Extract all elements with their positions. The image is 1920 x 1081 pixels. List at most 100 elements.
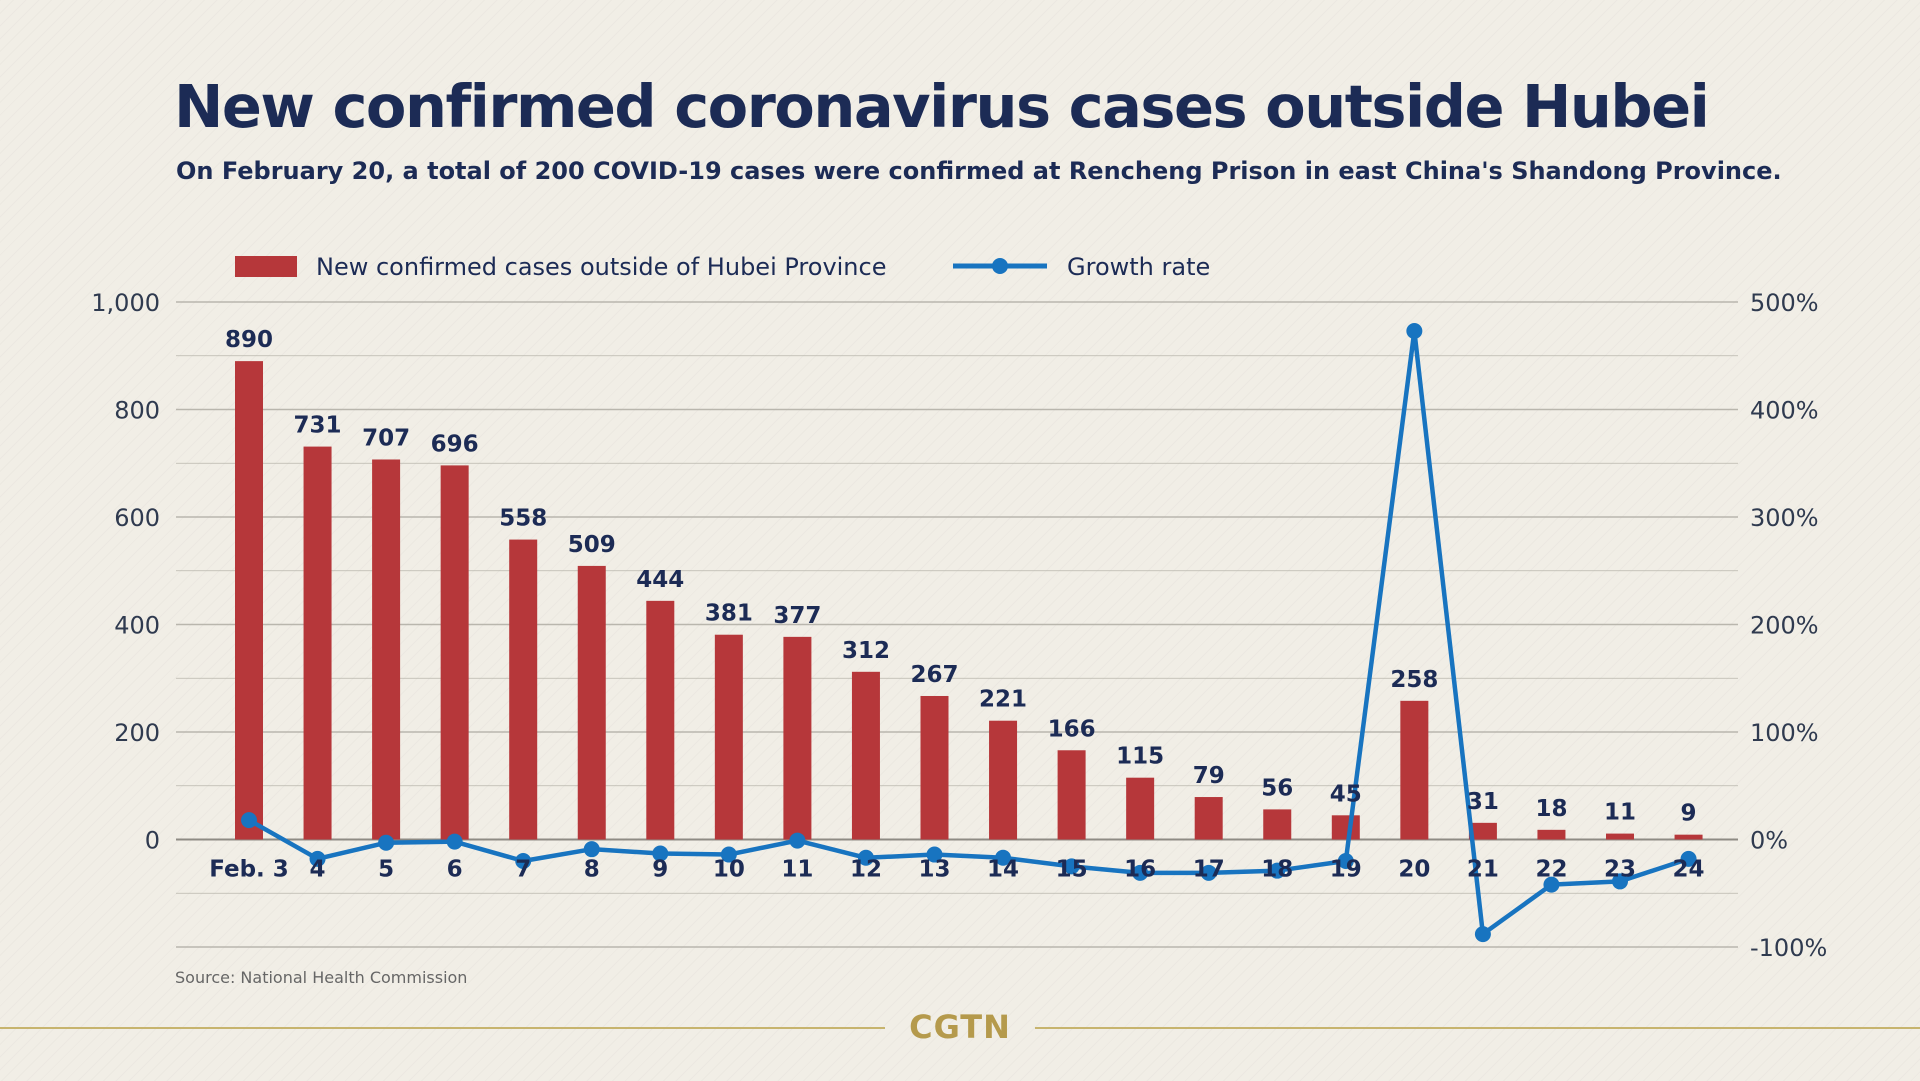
x-axis-tick-label: 8 bbox=[584, 857, 600, 883]
bar-value-label: 267 bbox=[910, 662, 958, 688]
bar bbox=[1537, 829, 1566, 840]
bar bbox=[1606, 833, 1634, 840]
left-axis-tick-label: 400 bbox=[114, 612, 160, 640]
x-axis-tick-label: 6 bbox=[447, 857, 463, 883]
x-axis-tick-label: 15 bbox=[1056, 857, 1088, 883]
growth-rate-point bbox=[583, 841, 600, 858]
bar-value-label: 166 bbox=[1048, 716, 1096, 742]
x-axis-tick-label: 23 bbox=[1604, 857, 1636, 883]
growth-rate-point bbox=[720, 846, 737, 863]
right-axis-tick-label: 100% bbox=[1750, 719, 1819, 747]
axes: 0 200 400 600 800 1,000 -100% 0% 100% 200% 300% 400… bbox=[91, 289, 1827, 962]
growth-rate-point bbox=[857, 849, 874, 866]
x-axis-tick-label: 19 bbox=[1330, 857, 1362, 883]
brand-logo: CGTN bbox=[909, 1008, 1011, 1046]
bar bbox=[714, 634, 743, 840]
growth-rate-point bbox=[652, 845, 669, 862]
bar-value-label: 18 bbox=[1535, 796, 1567, 822]
right-axis-tick-label: -100% bbox=[1750, 934, 1827, 962]
legend-swatch-bar bbox=[235, 256, 297, 277]
growth-rate-point bbox=[1406, 323, 1423, 340]
growth-rate-point bbox=[1680, 850, 1697, 867]
legend-label-bar: New confirmed cases outside of Hubei Pro… bbox=[316, 253, 886, 281]
bar-value-label: 444 bbox=[636, 567, 684, 593]
bar-value-label: 11 bbox=[1604, 800, 1636, 826]
left-axis-tick-label: 800 bbox=[114, 397, 160, 425]
x-axis-tick-label: 4 bbox=[310, 857, 326, 883]
right-axis-tick-label: 200% bbox=[1750, 612, 1819, 640]
x-axis-tick-label: 22 bbox=[1535, 857, 1567, 883]
bar-series bbox=[235, 361, 1703, 840]
bar bbox=[783, 636, 812, 840]
x-axis-tick-label: 5 bbox=[378, 857, 394, 883]
bar bbox=[1331, 815, 1360, 840]
bar-value-label: 115 bbox=[1116, 744, 1164, 770]
grid-lines bbox=[176, 301, 1738, 948]
growth-rate-point bbox=[926, 846, 943, 863]
growth-rate-point bbox=[1132, 864, 1149, 881]
chart-subtitle: On February 20, a total of 200 COVID-19 … bbox=[176, 157, 1782, 185]
bar-value-label: 45 bbox=[1330, 781, 1362, 807]
bar bbox=[509, 539, 538, 840]
growth-rate-point bbox=[1200, 864, 1217, 881]
growth-rate-point bbox=[1269, 862, 1286, 879]
bar-value-label: 381 bbox=[705, 601, 753, 627]
x-axis-tick-label: 21 bbox=[1467, 857, 1499, 883]
left-axis-tick-label: 600 bbox=[114, 504, 160, 532]
x-axis-tick-label: 18 bbox=[1261, 857, 1293, 883]
x-axis-tick-label: 12 bbox=[850, 857, 882, 883]
x-axis-tick-label: 10 bbox=[713, 857, 745, 883]
legend: New confirmed cases outside of Hubei Pro… bbox=[235, 253, 1210, 281]
bar-value-label: 707 bbox=[362, 425, 410, 451]
bar bbox=[1263, 809, 1292, 840]
growth-rate-point bbox=[789, 832, 806, 849]
bar-value-label: 56 bbox=[1261, 775, 1293, 801]
x-axis-tick-label: 14 bbox=[987, 857, 1019, 883]
bar-value-label: 9 bbox=[1681, 801, 1697, 827]
bar bbox=[851, 671, 880, 840]
growth-rate-point bbox=[995, 849, 1012, 866]
chart-title: New confirmed coronavirus cases outside … bbox=[174, 72, 1710, 141]
footer-rule-right bbox=[1035, 1027, 1920, 1029]
source-note: Source: National Health Commission bbox=[175, 968, 468, 987]
bar-value-label: 731 bbox=[294, 413, 342, 439]
growth-rate-point bbox=[1474, 926, 1491, 943]
bar bbox=[1057, 750, 1086, 840]
bar-value-label: 312 bbox=[842, 638, 890, 664]
x-axis-tick-label: 11 bbox=[781, 857, 813, 883]
bar-value-label: 258 bbox=[1390, 667, 1438, 693]
x-axis-tick-label: 16 bbox=[1124, 857, 1156, 883]
x-axis-tick-label: 24 bbox=[1673, 857, 1705, 883]
bar bbox=[577, 565, 606, 840]
x-axis-tick-label: 9 bbox=[652, 857, 668, 883]
x-axis-tick-label: 17 bbox=[1193, 857, 1225, 883]
bar bbox=[1194, 797, 1223, 840]
bar bbox=[235, 361, 263, 840]
right-axis-tick-label: 500% bbox=[1750, 289, 1819, 317]
legend-swatch-point bbox=[992, 258, 1008, 274]
right-axis-tick-label: 300% bbox=[1750, 504, 1819, 532]
growth-rate-point bbox=[446, 833, 463, 850]
growth-rate-point bbox=[378, 834, 395, 851]
bar bbox=[1468, 822, 1497, 840]
growth-rate-point bbox=[1612, 873, 1628, 890]
x-axis-tick-label: 7 bbox=[515, 857, 531, 883]
bar bbox=[303, 446, 332, 840]
left-axis-tick-label: 1,000 bbox=[91, 289, 160, 317]
bar bbox=[1400, 700, 1429, 840]
bar bbox=[920, 695, 949, 840]
right-axis-tick-label: 0% bbox=[1750, 827, 1788, 855]
footer-rule-left bbox=[0, 1027, 885, 1029]
right-axis-tick-label: 400% bbox=[1750, 397, 1819, 425]
x-axis-tick-label: 13 bbox=[918, 857, 950, 883]
bar-value-label: 558 bbox=[499, 506, 547, 532]
bar bbox=[1674, 834, 1703, 840]
left-axis-tick-label: 200 bbox=[114, 719, 160, 747]
growth-rate-point bbox=[1063, 858, 1080, 875]
growth-rate-point bbox=[241, 812, 257, 829]
growth-rate-point bbox=[1543, 876, 1560, 893]
bar-value-label: 377 bbox=[773, 603, 821, 629]
bar-value-label: 221 bbox=[979, 687, 1027, 713]
bar-value-label: 696 bbox=[431, 431, 479, 457]
